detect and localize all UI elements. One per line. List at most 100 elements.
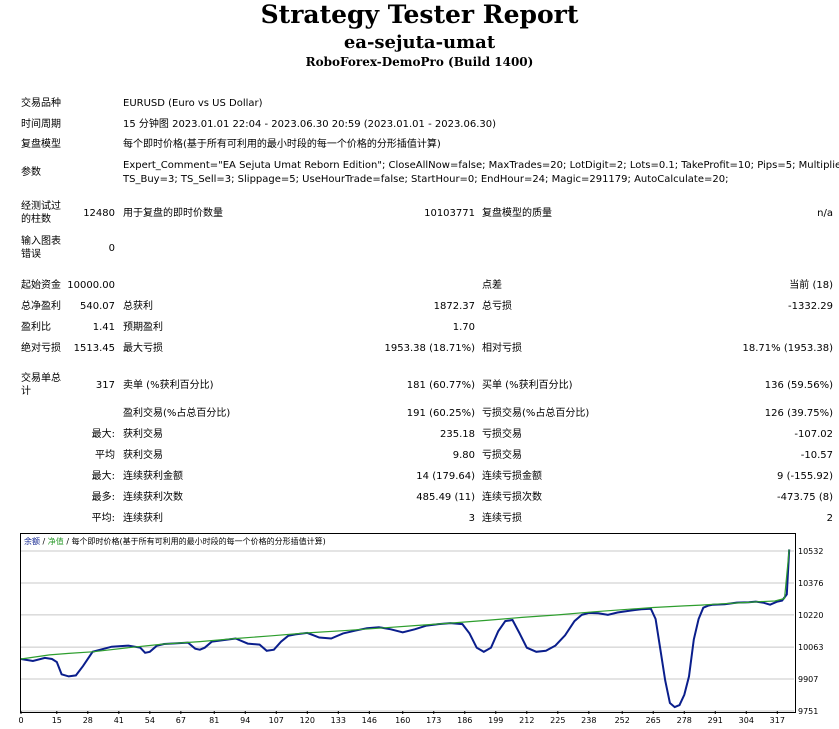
long-trades-label: 买单 (%获利百分比) bbox=[482, 380, 573, 391]
model-value: 每个即时价格(基于所有可利用的最小时段的每一个价格的分形插值计算) bbox=[123, 139, 441, 150]
y-tick-label-5: 9751 bbox=[798, 707, 818, 716]
series-balance-line bbox=[20, 549, 790, 660]
gross-loss-label: 总亏损 bbox=[482, 301, 512, 312]
total-trades-value: 317 bbox=[95, 380, 115, 391]
x-tick-label-0: 0 bbox=[18, 716, 23, 725]
params-label: 参数 bbox=[21, 167, 41, 178]
deposit-label: 起始资金 bbox=[21, 280, 61, 291]
max-drawdown-value: 1953.38 (18.71%) bbox=[384, 343, 475, 354]
x-tick-label-14: 186 bbox=[457, 716, 472, 725]
legend-equity: 净值 bbox=[47, 537, 64, 546]
most-consecutive-prefix: 最多: bbox=[91, 492, 115, 503]
most-consecutive-win-value: 485.49 (11) bbox=[416, 492, 475, 503]
model-label: 复盘模型 bbox=[21, 139, 61, 150]
bars-label-1: 经测试过 bbox=[21, 201, 61, 212]
x-tick-label-15: 199 bbox=[488, 716, 503, 725]
y-tick-label-3: 10063 bbox=[798, 643, 823, 652]
total-trades-label-1: 交易单总 bbox=[21, 373, 61, 384]
max-consecutive-prefix: 最大: bbox=[91, 471, 115, 482]
x-tick-label-1: 15 bbox=[52, 716, 62, 725]
x-tick-label-10: 133 bbox=[331, 716, 346, 725]
total-trades-label-2: 计 bbox=[21, 386, 31, 397]
average-loss-value: -10.57 bbox=[800, 450, 833, 461]
errors-label-1: 输入图表 bbox=[21, 236, 61, 247]
ticks-value: 10103771 bbox=[424, 208, 475, 219]
max-consecutive-loss-label: 连续亏损金额 bbox=[482, 471, 542, 482]
y-tick-label-0: 10532 bbox=[798, 547, 823, 556]
max-consecutive-win-value: 14 (179.64) bbox=[416, 471, 475, 482]
params-line-2: TS_Buy=3; TS_Sell=3; Slippage=5; UseHour… bbox=[123, 174, 729, 185]
max-consecutive-loss-value: 9 (-155.92) bbox=[777, 471, 833, 482]
x-tick-label-2: 28 bbox=[83, 716, 93, 725]
y-tick-label-1: 10376 bbox=[798, 579, 823, 588]
report-title: Strategy Tester Report bbox=[260, 0, 579, 29]
profit-factor-value: 1.41 bbox=[92, 322, 115, 333]
legend-model: / 每个即时价格(基于所有可利用的最小时段的每一个价格的分形插值计算) bbox=[63, 537, 326, 546]
series-equity-line bbox=[20, 549, 791, 709]
expected-payoff-value: 1.70 bbox=[452, 322, 475, 333]
x-tick-label-19: 252 bbox=[615, 716, 630, 725]
spread-label: 点差 bbox=[482, 280, 502, 291]
x-tick-label-18: 238 bbox=[581, 716, 596, 725]
long-trades-value: 136 (59.56%) bbox=[764, 380, 833, 391]
x-tick-label-4: 54 bbox=[145, 716, 155, 725]
short-trades-label: 卖单 (%获利百分比) bbox=[123, 380, 214, 391]
x-tick-label-7: 94 bbox=[240, 716, 250, 725]
average-prefix: 平均 bbox=[95, 450, 115, 461]
largest-prefix: 最大: bbox=[91, 429, 115, 440]
avg-consecutive-win-value: 3 bbox=[468, 513, 475, 524]
symbol-value: EURUSD (Euro vs US Dollar) bbox=[123, 98, 263, 109]
x-tick-label-16: 212 bbox=[519, 716, 534, 725]
legend-balance: 余额 bbox=[24, 537, 40, 546]
short-trades-value: 181 (60.77%) bbox=[406, 380, 475, 391]
largest-loss-value: -107.02 bbox=[794, 429, 833, 440]
x-tick-label-12: 160 bbox=[395, 716, 410, 725]
max-drawdown-label: 最大亏损 bbox=[123, 343, 163, 354]
bars-label-2: 的柱数 bbox=[21, 214, 51, 225]
errors-value: 0 bbox=[108, 243, 115, 254]
spread-value: 当前 (18) bbox=[789, 280, 833, 291]
x-tick-label-20: 265 bbox=[646, 716, 661, 725]
server-build: RoboForex-DemoPro (Build 1400) bbox=[305, 55, 534, 69]
most-consecutive-loss-label: 连续亏损次数 bbox=[482, 492, 542, 503]
symbol-label: 交易品种 bbox=[21, 98, 61, 109]
average-win-value: 9.80 bbox=[452, 450, 475, 461]
win-trades-value: 191 (60.25%) bbox=[406, 408, 475, 419]
loss-trades-value: 126 (39.75%) bbox=[764, 408, 833, 419]
legend-separator: / bbox=[40, 537, 48, 546]
avg-consecutive-win-label: 连续获利 bbox=[123, 513, 163, 524]
abs-drawdown-value: 1513.45 bbox=[73, 343, 115, 354]
rel-drawdown-value: 18.71% (1953.38) bbox=[742, 343, 833, 354]
bars-value: 12480 bbox=[83, 208, 115, 219]
x-tick-label-24: 317 bbox=[770, 716, 785, 725]
most-consecutive-win-label: 连续获利次数 bbox=[123, 492, 183, 503]
most-consecutive-loss-value: -473.75 (8) bbox=[777, 492, 833, 503]
quality-value: n/a bbox=[817, 208, 833, 219]
y-tick-label-4: 9907 bbox=[798, 675, 818, 684]
avg-consecutive-loss-label: 连续亏损 bbox=[482, 513, 522, 524]
net-profit-label: 总净盈利 bbox=[21, 301, 61, 312]
params-line-1: Expert_Comment="EA Sejuta Umat Reborn Ed… bbox=[123, 160, 839, 171]
x-tick-label-13: 173 bbox=[426, 716, 441, 725]
ticks-label: 用于复盘的即时价数量 bbox=[123, 208, 223, 219]
average-loss-label: 亏损交易 bbox=[482, 450, 522, 461]
expert-name: ea-sejuta-umat bbox=[343, 32, 496, 53]
avg-consecutive-loss-value: 2 bbox=[826, 513, 833, 524]
period-value: 15 分钟图 2023.01.01 22:04 - 2023.06.30 20:… bbox=[123, 119, 497, 130]
win-trades-label: 盈利交易(%占总百分比) bbox=[123, 408, 231, 419]
chart-legend: 余额 / 净值 / 每个即时价格(基于所有可利用的最小时段的每一个价格的分形插值… bbox=[24, 537, 326, 547]
gross-profit-label: 总获利 bbox=[123, 301, 153, 312]
x-tick-label-17: 225 bbox=[550, 716, 565, 725]
gross-loss-value: -1332.29 bbox=[788, 301, 833, 312]
gross-profit-value: 1872.37 bbox=[433, 301, 475, 312]
x-tick-label-11: 146 bbox=[362, 716, 377, 725]
rel-drawdown-label: 相对亏损 bbox=[482, 343, 522, 354]
quality-label: 复盘模型的质量 bbox=[482, 208, 552, 219]
profit-factor-label: 盈利比 bbox=[21, 322, 51, 333]
avg-consecutive-prefix: 平均: bbox=[91, 513, 115, 524]
x-tick-label-5: 67 bbox=[176, 716, 186, 725]
period-label: 时间周期 bbox=[21, 119, 61, 130]
deposit-value: 10000.00 bbox=[67, 280, 115, 291]
largest-win-value: 235.18 bbox=[440, 429, 475, 440]
